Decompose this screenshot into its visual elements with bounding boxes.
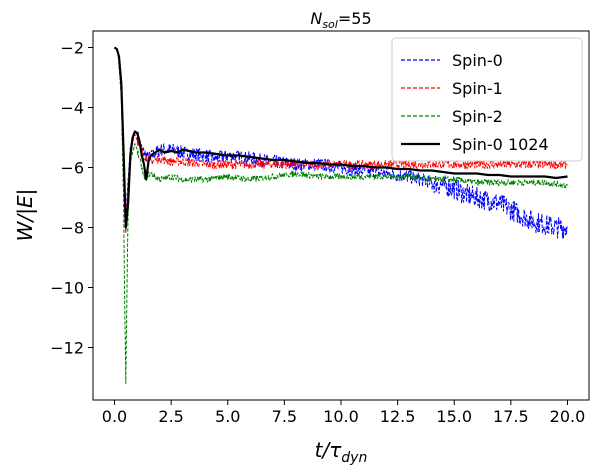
x-axis: 0.0 2.5 5.0 7.5 10.0 12.5 15.0 17.5 20.0: [102, 400, 586, 426]
y-tick-label: −8: [60, 219, 84, 238]
y-axis: −12 −10 −8 −6 −4 −2: [50, 39, 93, 358]
y-tick-label: −2: [60, 39, 84, 58]
legend-label: Spin-0 1024: [452, 135, 549, 154]
x-axis-label: t/τdyn: [315, 438, 368, 466]
x-tick-label: 20.0: [550, 407, 586, 426]
x-tick-label: 2.5: [158, 407, 183, 426]
x-tick-label: 17.5: [493, 407, 529, 426]
legend-box: [391, 37, 583, 162]
x-tick-label: 0.0: [102, 407, 127, 426]
y-tick-label: −6: [60, 159, 84, 178]
y-axis-label: W/|E|: [13, 189, 37, 242]
legend-items: Spin-0 Spin-1 Spin-2 Spin-0 1024: [401, 51, 549, 154]
chart-title: Nsol=55: [310, 9, 371, 31]
y-tick-label: −4: [60, 99, 84, 118]
x-tick-label: 7.5: [272, 407, 297, 426]
y-tick-label: −12: [50, 339, 84, 358]
x-tick-label: 10.0: [323, 407, 359, 426]
y-tick-label: −10: [50, 279, 84, 298]
legend: Spin-0 Spin-1 Spin-2 Spin-0 1024: [391, 37, 583, 162]
legend-label: Spin-0: [452, 51, 503, 70]
legend-label: Spin-1: [452, 79, 503, 98]
series-line-1: [114, 47, 568, 234]
legend-label: Spin-2: [452, 107, 503, 126]
series-line-3: [113, 46, 568, 229]
x-tick-label: 5.0: [215, 407, 240, 426]
x-tick-label: 15.0: [436, 407, 472, 426]
series-line-2: [114, 47, 568, 384]
plot-series: [113, 46, 568, 384]
x-tick-label: 12.5: [380, 407, 416, 426]
